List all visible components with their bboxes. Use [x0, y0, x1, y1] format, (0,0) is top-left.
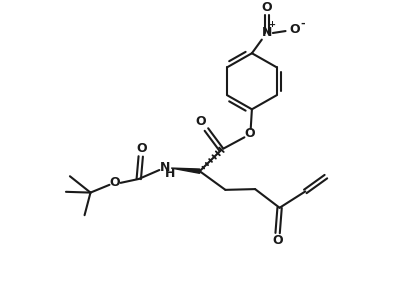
Text: O: O	[110, 176, 120, 189]
Polygon shape	[171, 168, 200, 173]
Text: -: -	[300, 19, 305, 29]
Text: O: O	[196, 115, 206, 128]
Text: H: H	[165, 167, 175, 180]
Text: O: O	[289, 23, 300, 36]
Text: O: O	[136, 142, 147, 155]
Text: N: N	[160, 161, 170, 174]
Text: +: +	[269, 20, 276, 29]
Text: O: O	[272, 234, 283, 247]
Text: O: O	[262, 1, 272, 14]
Text: O: O	[245, 127, 255, 140]
Text: N: N	[262, 27, 272, 40]
